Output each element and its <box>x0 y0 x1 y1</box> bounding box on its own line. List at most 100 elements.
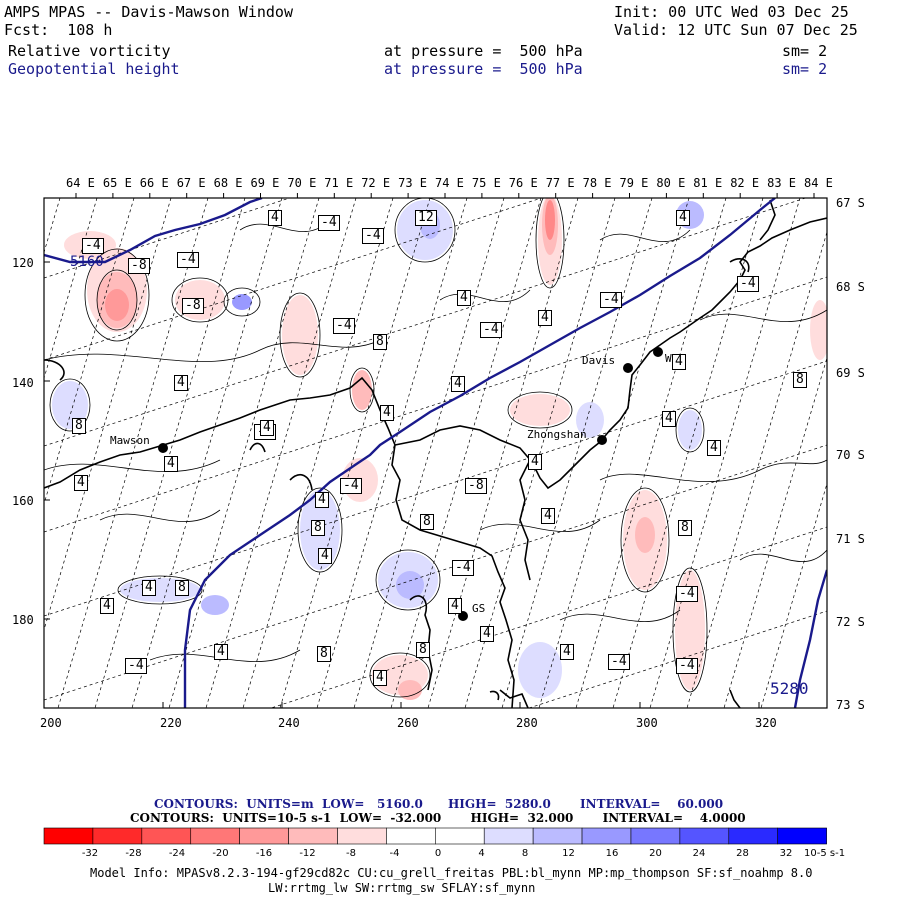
contour-value-label: 4 <box>74 475 88 491</box>
colorbar-tick-label: -28 <box>125 848 142 859</box>
colorbar-tick-label: 16 <box>605 848 619 859</box>
field2-name: Geopotential height <box>8 60 180 78</box>
contour-value-label: 4 <box>373 670 387 686</box>
grid-y-label: 140 <box>12 376 34 390</box>
latitude-label: 70 S <box>836 448 865 462</box>
contour-value-label: -4 <box>318 215 340 231</box>
contour-value-label: 8 <box>175 580 189 596</box>
contour-value-label: -4 <box>452 560 474 576</box>
grid-x-label: 320 <box>755 716 777 730</box>
longitude-label: 65 E <box>102 176 132 190</box>
meridian-line <box>44 198 172 632</box>
field1-level: at pressure = 500 hPa <box>384 42 583 60</box>
meridian-line <box>464 198 616 708</box>
station-zhongshan-marker <box>597 435 607 445</box>
colorbar-tick-label: -24 <box>168 848 186 859</box>
colorbar-swatch <box>728 827 779 845</box>
parallel-line <box>44 360 827 617</box>
contour-value-label: 8 <box>311 520 325 536</box>
meridian-line <box>501 198 653 708</box>
contour-value-label: 8 <box>72 418 86 434</box>
contour-value-label: 4 <box>662 411 676 427</box>
contour-value-label: -4 <box>340 478 362 494</box>
longitude-label: 84 E <box>804 176 833 190</box>
pos-vorticity-area <box>576 402 604 438</box>
height-label-right: 5280 <box>770 679 809 698</box>
parallel-line <box>270 526 827 708</box>
grid-y-label: 160 <box>12 494 34 508</box>
axis-ticks <box>43 193 815 708</box>
meridian-line <box>575 198 727 708</box>
height-label-left: 5160 <box>70 254 104 270</box>
contour-value-label: 4 <box>676 210 690 226</box>
meridian-line <box>353 198 505 708</box>
neg-vorticity-area <box>810 300 827 360</box>
vorticity-contours <box>44 198 827 698</box>
contour-value-label: -4 <box>600 292 622 308</box>
longitude-label: 70 E <box>287 176 317 190</box>
colorbar-tick-label: 28 <box>736 848 749 859</box>
meridian-line <box>649 198 801 708</box>
longitude-label: 67 E <box>176 176 206 190</box>
colorbar-swatch <box>581 827 632 845</box>
field1-smoothing: sm= 2 <box>782 42 828 60</box>
meridian-line <box>44 198 98 380</box>
contour-value-label: 4 <box>672 354 686 370</box>
contour-value-label: 4 <box>480 626 494 642</box>
contour-value-label: -4 <box>362 228 384 244</box>
colorbar-swatch <box>532 827 583 845</box>
vorticity-contour-info: CONTOURS: UNITS=10-5 s-1 LOW= -32.000 HI… <box>130 811 746 825</box>
contour-value-label: -4 <box>737 276 759 292</box>
pos-vorticity-area <box>52 381 88 429</box>
model-info-line2: LW:rrtmg_lw SW:rrtmg_sw SFLAY:sf_mynn <box>268 881 536 895</box>
latitude-label: 69 S <box>836 366 865 380</box>
plot-title: AMPS MPAS -- Davis-Mawson Window <box>4 3 293 21</box>
contour-value-label: -4 <box>177 252 199 268</box>
station-mawson-marker <box>158 443 168 453</box>
colorbar-swatch <box>239 827 289 845</box>
colorbar-tick-label: -20 <box>212 848 229 859</box>
contour-value-label: -4 <box>676 658 698 674</box>
longitude-label: 78 E <box>582 176 612 190</box>
meridian-line <box>279 198 431 708</box>
longitude-label: 76 E <box>508 176 538 190</box>
field2-level: at pressure = 500 hPa <box>384 60 583 78</box>
longitude-label: 68 E <box>213 176 243 190</box>
colorbar-tick-label: -32 <box>81 848 99 859</box>
contour-value-label: -4 <box>333 318 355 334</box>
contour-value-label: 4 <box>541 508 555 524</box>
model-info-line1: Model Info: MPASv8.2.3-194-gf29cd82c CU:… <box>90 866 813 880</box>
colorbar-tick-label: 0 <box>434 848 442 859</box>
contour-value-label: 4 <box>174 375 188 391</box>
latitude-label: 71 S <box>836 532 865 546</box>
map-frame <box>43 197 828 709</box>
contour-value-label: 4 <box>268 210 282 226</box>
contour-value-label: -4 <box>125 658 147 674</box>
grid-x-label: 280 <box>516 716 538 730</box>
meridian-line <box>242 198 394 708</box>
contour-value-label: 4 <box>560 644 574 660</box>
longitude-label: 72 E <box>361 176 391 190</box>
longitude-label: 66 E <box>139 176 169 190</box>
parallel-line <box>44 276 827 533</box>
contour-value-label: 12 <box>415 210 437 226</box>
colorbar-swatch <box>483 827 534 845</box>
longitude-label: 81 E <box>693 176 723 190</box>
station-whp-marker <box>653 347 663 357</box>
colorbar-swatch <box>630 827 681 845</box>
colorbar-tick-label: -8 <box>346 848 356 859</box>
grid-y-label: 180 <box>12 613 34 627</box>
contour-value-label: 8 <box>373 334 387 350</box>
contour-value-label: 4 <box>380 405 394 421</box>
longitude-label: 82 E <box>730 176 760 190</box>
contour-value-label: 4 <box>260 420 274 436</box>
neg-vorticity-area <box>510 394 570 426</box>
vorticity-shading <box>52 198 827 700</box>
field2-smoothing: sm= 2 <box>782 60 828 78</box>
contour-value-label: 4 <box>142 580 156 596</box>
colorbar-units: 10-5 s-1 <box>804 848 846 859</box>
station-label-mawson: Mawson <box>110 434 150 447</box>
parallel-line <box>44 198 807 447</box>
meridian-line <box>538 198 690 708</box>
